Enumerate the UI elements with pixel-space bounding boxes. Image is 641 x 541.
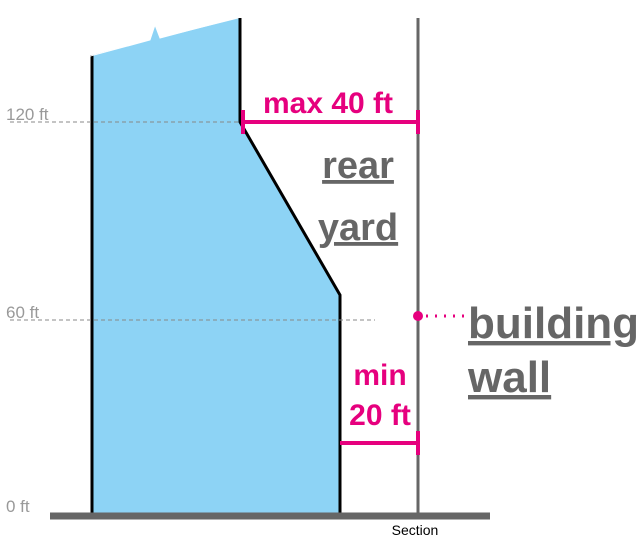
wall-label: building (468, 299, 639, 348)
break-line (67, 11, 259, 63)
min-label: min (353, 359, 406, 392)
rear-yard-label: yard (318, 207, 398, 249)
wall-label: wall (467, 353, 551, 402)
max-label: max 40 ft (263, 87, 393, 120)
wall-marker (413, 311, 423, 321)
height-label: 60 ft (6, 303, 39, 322)
caption: Section (392, 522, 439, 538)
min-label: 20 ft (349, 399, 411, 432)
building-mass (92, 18, 340, 513)
height-label: 120 ft (6, 105, 49, 124)
rear-yard-label: rear (322, 145, 394, 187)
dimension (241, 110, 420, 455)
building-edge (238, 18, 342, 513)
height-label: 0 ft (6, 497, 30, 516)
